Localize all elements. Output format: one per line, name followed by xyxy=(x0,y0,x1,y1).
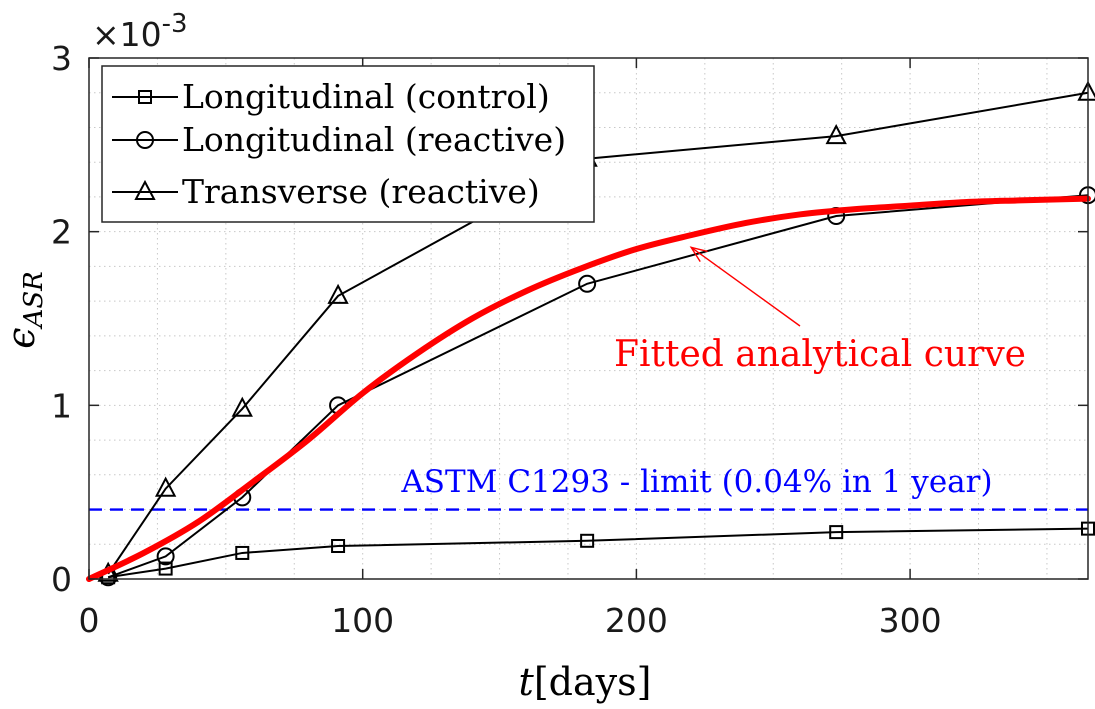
x-tick-label: 0 xyxy=(79,601,100,640)
legend-label: Longitudinal (reactive) xyxy=(182,120,566,159)
y-tick-label: 2 xyxy=(51,213,72,252)
square-marker xyxy=(580,533,595,548)
y-axis-multiplier-exp: -3 xyxy=(162,9,188,39)
x-tick-label: 200 xyxy=(605,601,668,640)
legend-label: Transverse (reactive) xyxy=(182,172,540,211)
triangle-marker xyxy=(327,283,349,304)
y-axis-label-main: ϵ xyxy=(0,327,43,348)
legend-box xyxy=(101,65,595,223)
x-axis-label-var: t xyxy=(519,660,535,704)
y-axis-label-sub: ASR xyxy=(19,271,49,329)
triangle-marker xyxy=(134,179,156,200)
y-tick-label: 0 xyxy=(51,560,72,599)
circle-marker xyxy=(136,131,154,149)
square-marker xyxy=(138,90,152,104)
x-axis-label-unit: [days] xyxy=(534,660,652,704)
axes-box xyxy=(88,57,1089,580)
fitted-curve-group xyxy=(86,195,1091,582)
legend-item-square: Longitudinal (control) xyxy=(112,77,550,116)
series-group xyxy=(97,80,1095,587)
x-tick-label: 300 xyxy=(879,601,942,640)
square-marker xyxy=(331,539,346,554)
triangle-marker xyxy=(825,124,847,145)
limit-label: ASTM C1293 - limit (0.04% in 1 year) xyxy=(400,464,992,500)
triangle-marker xyxy=(154,476,177,497)
triangle-marker xyxy=(231,396,253,417)
circle-marker xyxy=(156,547,175,566)
annotation-arrow-head xyxy=(689,246,708,263)
legend-label: Longitudinal (control) xyxy=(182,77,550,116)
annotation-text: Fitted analytical curve xyxy=(614,334,1026,375)
circle-marker xyxy=(578,274,597,293)
legend: Longitudinal (control) Longitudinal (reac… xyxy=(101,65,595,223)
y-axis-multiplier-base: ×10 xyxy=(92,15,162,54)
x-axis-label: t[days] xyxy=(519,660,652,704)
series-line-square xyxy=(108,527,1089,579)
legend-item-circle: Longitudinal (reactive) xyxy=(112,120,566,159)
series-line-triangle xyxy=(107,91,1089,575)
y-axis-multiplier: ×10-3 xyxy=(92,9,188,54)
square-marker xyxy=(158,561,173,576)
y-axis-label: ϵASR xyxy=(0,271,49,348)
axis-labels: t[days] ϵASR ×10-3 xyxy=(0,9,651,704)
legend-item-triangle: Transverse (reactive) xyxy=(112,172,540,211)
annotation-group: Fitted analytical curve xyxy=(614,246,1026,375)
series-line-circle xyxy=(107,194,1089,579)
annotation-arrow-line xyxy=(690,246,801,327)
square-marker xyxy=(235,545,250,560)
ticks-group: 0 100 200 300 0 1 2 3 xyxy=(51,39,1088,640)
y-tick-label: 3 xyxy=(51,39,72,78)
fitted-curve xyxy=(86,195,1091,582)
limit-line: ASTM C1293 - limit (0.04% in 1 year) xyxy=(89,464,1088,511)
x-tick-label: 100 xyxy=(331,601,394,640)
series-square xyxy=(101,521,1095,585)
y-tick-label: 1 xyxy=(51,386,72,425)
square-marker xyxy=(829,525,844,540)
